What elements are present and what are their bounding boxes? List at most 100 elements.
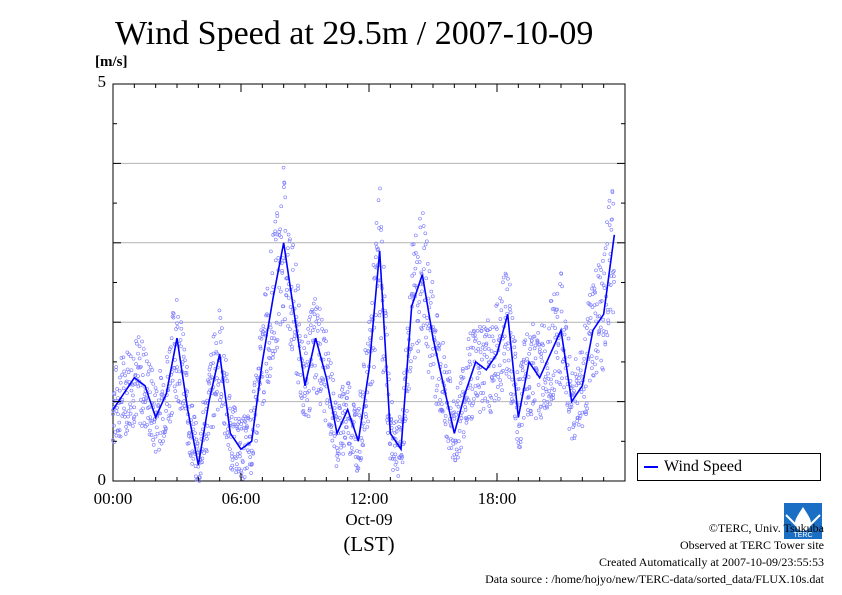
sample-point [255, 431, 259, 435]
sample-point [304, 363, 309, 368]
x-tick-label-1200: 12:00 [349, 489, 389, 508]
sample-point [318, 402, 323, 406]
sample-point [184, 373, 189, 377]
sample-point [418, 292, 423, 297]
sample-point [411, 292, 416, 296]
sample-point [262, 399, 266, 403]
sample-point [549, 377, 553, 382]
sample-point [235, 462, 239, 467]
sample-point [603, 340, 608, 345]
sample-point [423, 231, 428, 236]
sample-point [489, 395, 494, 400]
sample-point [565, 403, 570, 407]
sample-point [330, 372, 334, 376]
sample-point [595, 349, 600, 354]
sample-point [402, 440, 406, 445]
sample-point [195, 444, 199, 449]
sample-point [559, 271, 563, 276]
sample-point [286, 246, 290, 251]
sample-point [602, 286, 607, 290]
sample-point [303, 412, 308, 417]
sample-point [131, 393, 135, 398]
sample-point [407, 386, 411, 391]
sample-point [117, 388, 122, 393]
sample-point [411, 242, 416, 246]
sample-point [413, 266, 418, 271]
sample-point [482, 352, 487, 357]
sample-point [527, 352, 531, 356]
sample-point [583, 337, 587, 341]
sample-point [558, 370, 562, 375]
sample-point [223, 376, 228, 381]
sample-point [424, 276, 428, 281]
sample-point [542, 398, 546, 403]
sample-point [480, 381, 485, 386]
sample-point [478, 410, 482, 414]
sample-point [430, 280, 435, 284]
sample-point [597, 314, 602, 318]
sample-point [170, 378, 175, 383]
sample-point [218, 398, 222, 402]
sample-point [502, 334, 507, 339]
sample-point [532, 334, 537, 339]
sample-point [540, 359, 545, 364]
sample-point [390, 452, 394, 456]
sample-point [121, 355, 126, 360]
sample-point [479, 391, 483, 395]
sample-point [463, 408, 468, 412]
sample-point [385, 421, 390, 425]
sample-point [170, 411, 174, 415]
sample-point [553, 326, 557, 331]
sample-point [238, 441, 243, 445]
sample-point [329, 430, 334, 434]
sample-point [531, 391, 535, 395]
sample-point [400, 454, 405, 459]
sample-point [500, 299, 504, 304]
sample-point [193, 431, 197, 435]
sample-point [435, 383, 440, 388]
sample-point [296, 283, 300, 288]
sample-point [459, 416, 464, 420]
sample-point [212, 332, 217, 337]
sample-point [424, 341, 429, 346]
sample-point [234, 456, 238, 460]
sample-point [262, 390, 266, 394]
sample-point [308, 314, 312, 319]
sample-point [481, 406, 486, 411]
sample-point [370, 301, 375, 305]
sample-point [579, 390, 584, 394]
sample-point [278, 289, 283, 294]
sample-point [315, 305, 319, 310]
sample-point [450, 455, 455, 460]
sample-point [135, 381, 139, 386]
axis-ticks [112, 83, 626, 482]
sample-point [457, 439, 461, 444]
sample-point [471, 345, 475, 350]
sample-point [291, 243, 295, 247]
sample-point [158, 439, 162, 443]
sample-point [599, 358, 603, 363]
sample-point [132, 415, 136, 419]
sample-point [560, 376, 564, 381]
sample-point [466, 337, 471, 341]
sample-point [326, 357, 331, 362]
sample-point [194, 437, 199, 442]
sample-point [496, 385, 500, 389]
sample-point [503, 304, 508, 309]
sample-point [460, 369, 465, 373]
sample-point [194, 420, 198, 425]
sample-point [567, 354, 572, 359]
sample-point [536, 330, 540, 335]
sample-point [369, 314, 374, 319]
sample-point [541, 343, 545, 347]
sample-point [284, 293, 288, 297]
sample-point [329, 425, 333, 429]
sample-point [265, 379, 270, 384]
sample-point [551, 396, 556, 401]
sample-point [178, 338, 183, 342]
sample-point [437, 347, 441, 352]
sample-point [254, 430, 258, 434]
sample-point [133, 382, 137, 386]
sample-point [587, 320, 591, 325]
